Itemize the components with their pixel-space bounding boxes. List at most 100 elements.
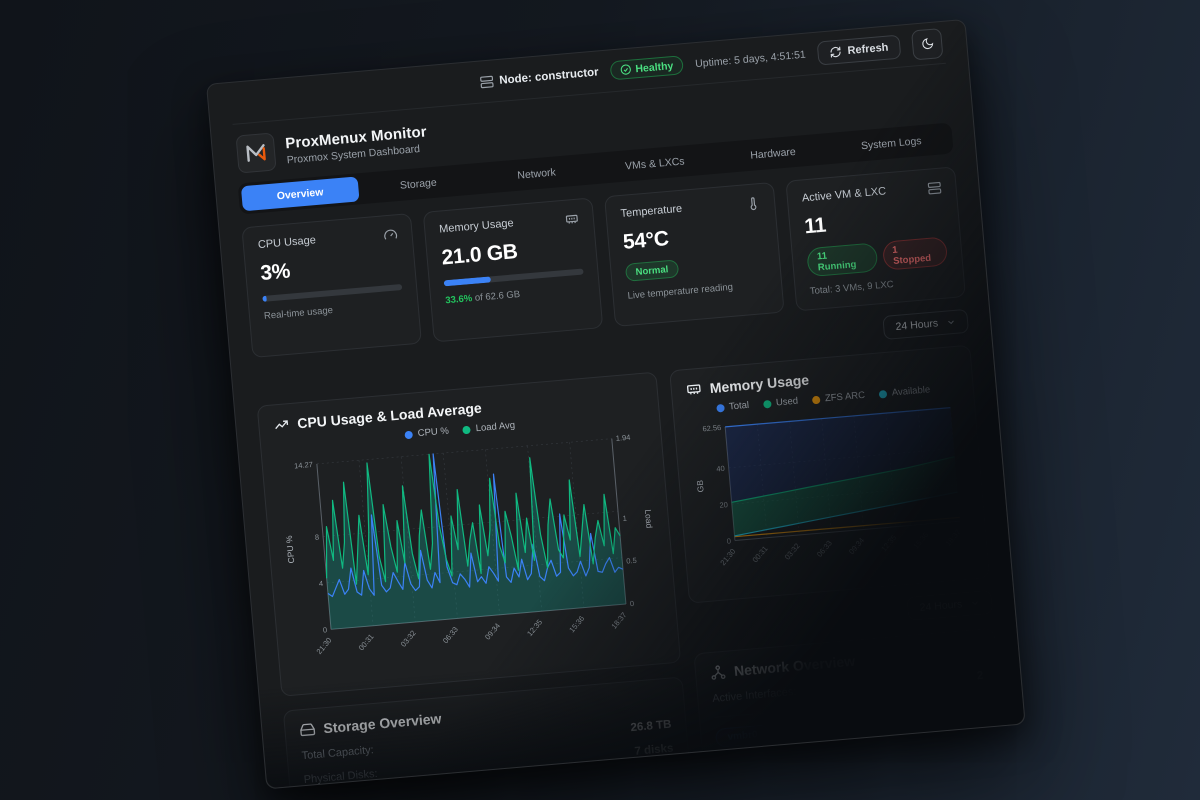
memory-chart-title: Memory Usage xyxy=(709,371,810,397)
uptime-text: Uptime: 5 days, 4:51:51 xyxy=(694,48,807,70)
dashboard-window: Node: constructor Healthy Uptime: 5 days… xyxy=(206,18,1026,790)
vm-stopped-badge: 1 Stopped xyxy=(881,236,949,271)
svg-text:20: 20 xyxy=(719,500,728,510)
svg-text:21:30: 21:30 xyxy=(718,547,737,567)
svg-text:40: 40 xyxy=(716,464,725,474)
storage-card-title: Storage Overview xyxy=(322,710,442,737)
svg-text:0: 0 xyxy=(630,599,635,608)
network-nodes-icon xyxy=(709,664,726,681)
temperature-status-badge: Normal xyxy=(624,259,679,282)
check-circle-icon xyxy=(620,64,632,76)
vm-count-value: 11 xyxy=(803,213,827,239)
temperature-card: Temperature 54°C Normal Live temperature… xyxy=(604,181,785,327)
chevron-down-icon-2 xyxy=(970,598,981,609)
time-range-value: 24 Hours xyxy=(895,317,939,333)
memory-usage-chart: 21:30 00:31 03:32 06:33 09:34 12:35 15:36 18:37… xyxy=(695,407,963,567)
theme-toggle-button[interactable] xyxy=(910,27,944,60)
health-label: Healthy xyxy=(634,59,674,75)
refresh-icon xyxy=(829,45,842,58)
vm-card-title: Active VM & LXC xyxy=(801,185,887,205)
cpu-value: 3% xyxy=(259,259,292,286)
storage-disks-label: Physical Disks: xyxy=(303,767,379,787)
svg-text:GB: GB xyxy=(695,479,706,492)
svg-text:12:35: 12:35 xyxy=(879,533,898,553)
tab-overview[interactable]: Overview xyxy=(240,176,360,212)
svg-text:0.5: 0.5 xyxy=(626,556,637,566)
legend-item: CPU % xyxy=(404,426,449,441)
svg-text:06:33: 06:33 xyxy=(441,625,460,645)
health-badge: Healthy xyxy=(609,55,685,81)
storage-capacity-value: 26.8 TB xyxy=(630,718,672,735)
hard-drive-icon xyxy=(299,721,316,738)
svg-text:0: 0 xyxy=(726,536,731,545)
memory-value: 21.0 GB xyxy=(440,240,519,270)
left-column: CPU Usage & Load Average CPU % Load Avg 2… xyxy=(256,371,690,790)
svg-text:0: 0 xyxy=(323,625,328,634)
memory-card-title: Memory Usage xyxy=(438,217,515,236)
temperature-caption: Live temperature reading xyxy=(627,281,734,302)
svg-text:09:34: 09:34 xyxy=(847,536,866,556)
storage-disks-value: 7 disks xyxy=(634,742,674,758)
svg-text:21:30: 21:30 xyxy=(315,636,334,656)
memory-caption: 33.6% of 62.6 GB xyxy=(445,283,585,306)
refresh-button[interactable]: Refresh xyxy=(816,34,902,66)
memory-icon xyxy=(564,212,579,227)
legend-item: Available xyxy=(878,384,931,399)
legend-item: ZFS ARC xyxy=(811,390,865,405)
node-label: Node: constructor xyxy=(498,65,600,87)
gauge-icon xyxy=(383,227,398,242)
network-card-title: Network Overview xyxy=(733,652,856,680)
cpu-load-chart: 21:30 00:31 03:32 06:33 09:34 12:35 15:36 18:37… xyxy=(284,433,655,656)
memory-chart-icon xyxy=(685,381,702,398)
svg-text:06:33: 06:33 xyxy=(815,539,834,559)
server-stack-icon xyxy=(927,181,942,196)
svg-text:12:35: 12:35 xyxy=(525,618,544,638)
tab-hardware[interactable]: Hardware xyxy=(749,145,797,162)
time-range-2-value: 24 Hours xyxy=(919,598,963,614)
memory-percent: 33.6% xyxy=(444,293,473,307)
svg-text:62.56: 62.56 xyxy=(702,423,721,434)
tab-vms-lxcs[interactable]: VMs & LXCs xyxy=(624,154,685,172)
cpu-load-chart-card: CPU Usage & Load Average CPU % Load Avg 2… xyxy=(256,371,682,697)
svg-text:03:32: 03:32 xyxy=(783,541,802,561)
svg-text:1: 1 xyxy=(622,514,627,523)
proxmenux-m-icon xyxy=(243,140,269,166)
chevron-down-icon xyxy=(946,317,957,328)
interface-pill[interactable]: vmbr0 xyxy=(714,724,771,748)
network-overview-card: Network Overview Active Interfaces: 2 vm… xyxy=(693,627,1004,766)
memory-caption-rest: of 62.6 GB xyxy=(471,288,521,305)
cpu-usage-card: CPU Usage 3% Real-time usage xyxy=(241,212,422,359)
cpu-card-title: CPU Usage xyxy=(257,234,317,252)
active-interfaces-label: Active Interfaces: xyxy=(711,685,797,705)
tab-network[interactable]: Network xyxy=(516,165,557,182)
thermometer-icon xyxy=(746,196,761,211)
server-icon xyxy=(479,74,494,89)
svg-text:1.94: 1.94 xyxy=(615,433,630,443)
main-grid: CPU Usage & Load Average CPU % Load Avg 2… xyxy=(256,344,1004,790)
refresh-label: Refresh xyxy=(847,41,889,57)
memory-progressbar xyxy=(443,268,584,287)
active-interfaces-value: 2 xyxy=(976,669,984,683)
svg-text:4: 4 xyxy=(319,579,324,588)
tab-storage[interactable]: Storage xyxy=(399,176,438,192)
time-range-select[interactable]: 24 Hours xyxy=(882,308,970,340)
right-column: Memory Usage Total Used ZFS ARC Available 2… xyxy=(669,344,1004,766)
svg-text:14.27: 14.27 xyxy=(294,460,313,471)
svg-text:00:31: 00:31 xyxy=(357,632,376,652)
svg-text:18:37: 18:37 xyxy=(944,528,963,548)
storage-capacity-label: Total Capacity: xyxy=(301,744,375,763)
legend-item: Total xyxy=(715,400,750,414)
storage-overview-card: Storage Overview Total Capacity: 26.8 TB… xyxy=(282,676,690,790)
cpu-progress-fill xyxy=(262,295,267,302)
node-info: Node: constructor xyxy=(479,65,599,89)
vm-running-badge: 11 Running xyxy=(806,242,879,278)
moon-icon xyxy=(920,37,934,51)
trending-up-icon xyxy=(273,416,290,433)
tab-system-logs[interactable]: System Logs xyxy=(860,134,923,152)
vm-caption: Total: 3 VMs, 9 LXC xyxy=(809,279,895,298)
memory-chart-card: Memory Usage Total Used ZFS ARC Available 2… xyxy=(669,344,991,604)
active-vm-lxc-card: Active VM & LXC 11 11 Running 1 Stopped … xyxy=(785,166,966,312)
time-range-select-2[interactable]: 24 Hours xyxy=(906,589,994,621)
cpu-caption: Real-time usage xyxy=(263,305,334,322)
